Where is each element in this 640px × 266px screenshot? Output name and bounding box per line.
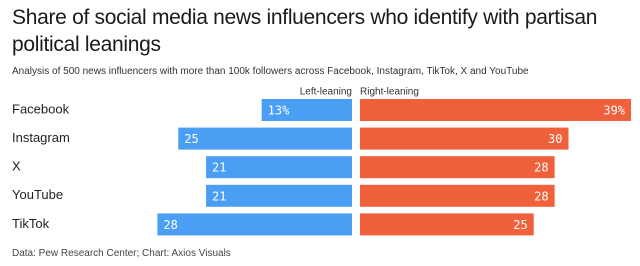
value-label: 39% (603, 104, 625, 118)
bar (360, 156, 555, 179)
bar (206, 156, 352, 179)
chart-subtitle: Analysis of 500 news influencers with mo… (12, 66, 529, 77)
value-label: 13% (268, 104, 290, 118)
bar (360, 99, 632, 121)
legend-label: Left-leaning (300, 87, 352, 98)
value-label: 28 (534, 161, 548, 175)
bar (360, 127, 569, 150)
chart-title: Share of social media news influencers w… (12, 6, 598, 56)
source-note: Data: Pew Research Center; Chart: Axios … (12, 248, 231, 259)
value-label: 28 (534, 189, 548, 203)
legend-label: Right-leaning (360, 87, 419, 98)
value-label: 25 (184, 132, 198, 146)
category-label: X (12, 159, 21, 174)
category-label: TikTok (12, 216, 50, 231)
value-label: 21 (212, 161, 226, 175)
category-label: YouTube (12, 187, 63, 202)
bar (206, 184, 352, 207)
bar (261, 99, 352, 121)
category-label: Instagram (12, 130, 70, 145)
category-label: Facebook (12, 101, 70, 116)
bar (157, 213, 352, 236)
bar (178, 127, 352, 150)
value-label: 21 (212, 189, 226, 203)
bar (360, 184, 555, 207)
value-label: 28 (163, 218, 177, 232)
value-label: 25 (513, 218, 527, 232)
bar (360, 213, 534, 236)
value-label: 30 (548, 132, 562, 146)
